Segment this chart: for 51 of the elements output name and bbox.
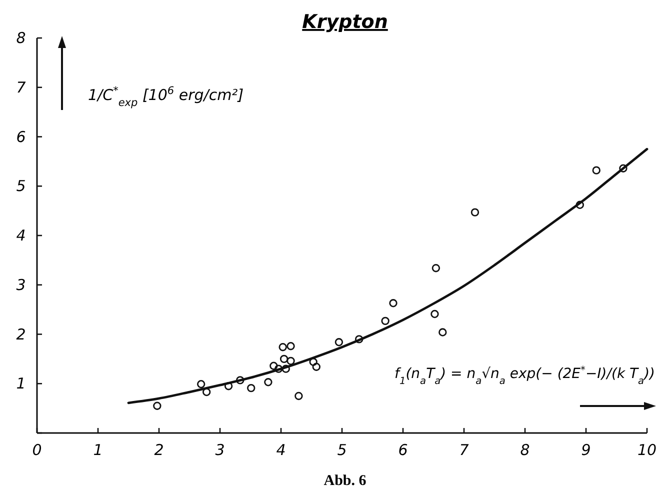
y-tick-label: 3 <box>16 276 26 294</box>
point <box>619 164 628 172</box>
point <box>576 200 584 209</box>
point <box>196 380 206 388</box>
point <box>592 166 600 174</box>
y-tick-label: 6 <box>16 128 26 146</box>
y-tick-label: 8 <box>16 29 26 47</box>
x-tick-label: 9 <box>581 441 591 459</box>
point <box>312 362 320 371</box>
text: f$_{1}$(n$_{a}$T$_{a}$) = n$_{a}$√n$_{a}$ exp(− (2E$^{*}$−I)/(k T$_{a}$)) <box>394 364 655 386</box>
x-tick-label: 8 <box>520 441 530 459</box>
x-tick-label: 10 <box>637 441 657 459</box>
x-tick-label: 6 <box>398 441 408 459</box>
x-tick-label: 7 <box>459 441 470 459</box>
x-tick-label: 5 <box>337 441 347 459</box>
point <box>286 342 295 350</box>
point <box>430 310 439 318</box>
point <box>236 376 244 384</box>
point <box>274 364 283 373</box>
point <box>247 384 256 392</box>
point <box>470 208 480 216</box>
x-tick-label: 0 <box>32 441 42 459</box>
point <box>381 316 390 326</box>
point <box>282 364 290 373</box>
point <box>389 299 398 308</box>
point <box>224 382 233 390</box>
point <box>278 342 287 352</box>
point <box>270 362 278 370</box>
y-tick-label: 1 <box>16 374 26 393</box>
point <box>202 388 211 396</box>
caption: Abb. 6 <box>324 473 367 489</box>
y-axis-title: 1/C$^{*}$$_{exp}$ [10$^{6}$ erg/cm²] <box>88 85 244 109</box>
point <box>153 402 162 410</box>
y-tick-label: 2 <box>16 325 26 344</box>
point <box>438 328 447 336</box>
point <box>286 356 295 366</box>
y-tick-label: 4 <box>16 226 26 244</box>
point <box>280 354 288 364</box>
y-tick-label: 5 <box>16 177 26 196</box>
point <box>294 392 303 400</box>
y-tick-label: 7 <box>16 78 26 96</box>
x-tick-label: 3 <box>215 441 225 459</box>
point <box>309 358 318 366</box>
point <box>354 335 364 344</box>
point <box>264 378 272 386</box>
point <box>432 264 440 272</box>
chart-title: Krypton <box>302 11 388 33</box>
x-tick-label: 1 <box>93 441 103 459</box>
point <box>334 338 344 346</box>
x-tick-label: 2 <box>154 441 164 459</box>
x-tick-label: 4 <box>276 441 286 459</box>
